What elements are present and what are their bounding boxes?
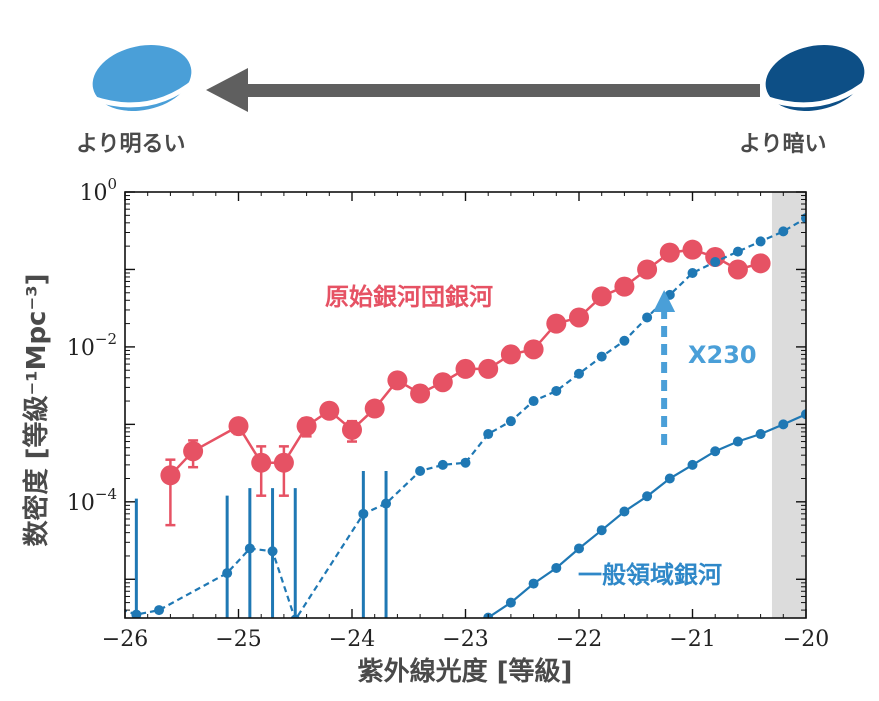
data-point [244,543,255,554]
x-tick-label: −23 [442,627,488,652]
data-point [659,242,680,263]
data-point [637,259,658,280]
data-point [528,578,539,589]
data-point [131,609,142,618]
data-point [415,465,426,476]
data-point [228,416,249,437]
data-point [523,339,544,360]
series-line-1 [125,217,806,618]
data-point [358,508,369,519]
x-tick-label: −22 [556,627,602,652]
data-point [619,506,630,517]
data-point [222,568,233,579]
plot-area: −26 −25 −24 −23 −22 −21 −20 100 10−2 10−4 [67,175,829,652]
data-point [569,307,589,328]
data-point [710,256,721,267]
data-point [528,396,539,407]
brightness-arrow-icon [206,68,760,112]
data-point [750,253,771,274]
x-tick-label: −21 [669,627,715,652]
data-point [778,226,789,237]
data-point [727,259,748,280]
data-point [755,429,766,440]
series-line-2 [486,413,806,618]
x-tick-label: −24 [329,627,375,652]
field-label: 一般領域銀河 [578,561,722,589]
data-point [381,498,392,509]
data-point [437,459,448,470]
plot-inner [97,192,806,618]
data-point [664,473,675,484]
data-point [642,312,653,323]
data-point [410,383,431,404]
x-tick-label: −20 [783,627,829,652]
series-2 [483,409,806,618]
data-point [505,416,516,427]
data-point [154,605,165,616]
data-point [455,358,476,379]
data-point [267,546,278,557]
data-point [551,562,562,573]
data-point [290,614,300,618]
data-point [183,441,204,462]
data-point [682,239,703,260]
data-point [505,597,516,608]
data-point [778,419,789,430]
data-point [642,491,653,502]
data-point [432,372,453,393]
data-point [732,436,743,447]
y-tick-label: 10−4 [67,485,117,516]
fainter-galaxy-icon [763,33,871,111]
data-point [596,351,607,362]
x-tick-label: −26 [102,627,148,652]
shaded-region [771,192,806,618]
brighter-galaxy-icon [90,33,198,111]
data-point [755,236,766,247]
protocluster-label: 原始銀河団銀河 [325,283,493,311]
x-tick-label: −25 [215,627,261,652]
data-point [478,358,499,379]
data-point [710,446,721,457]
data-point [687,459,698,470]
data-point [732,246,743,257]
data-point [460,457,471,468]
data-point [614,276,635,297]
data-point [546,313,567,334]
fainter-label: より暗い [739,132,827,157]
data-point [596,525,607,536]
data-point [387,370,408,391]
data-point [273,452,294,473]
data-point [500,344,521,365]
data-point [591,286,612,307]
y-tick-label: 10−2 [67,330,117,361]
y-axis-title: 数密度 [等級⁻¹Mpc⁻³] [21,274,52,547]
brighter-label: より明るい [76,132,186,157]
data-point [483,429,494,440]
data-point [342,419,362,440]
factor-arrowhead-icon [653,290,676,312]
data-point [364,398,385,419]
data-point [687,267,698,278]
data-point [97,598,107,608]
data-point [801,409,806,420]
data-point [296,416,317,437]
y-tick-label: 100 [79,175,117,206]
factor-label: X230 [688,341,757,369]
data-point [574,368,584,379]
data-point [574,543,584,554]
data-point [160,465,181,486]
data-point [319,400,340,421]
data-point [551,385,562,396]
data-point [619,335,630,346]
data-point [251,452,272,473]
series-0 [160,239,771,527]
x-axis-title: 紫外線光度 [等級] [358,656,573,687]
